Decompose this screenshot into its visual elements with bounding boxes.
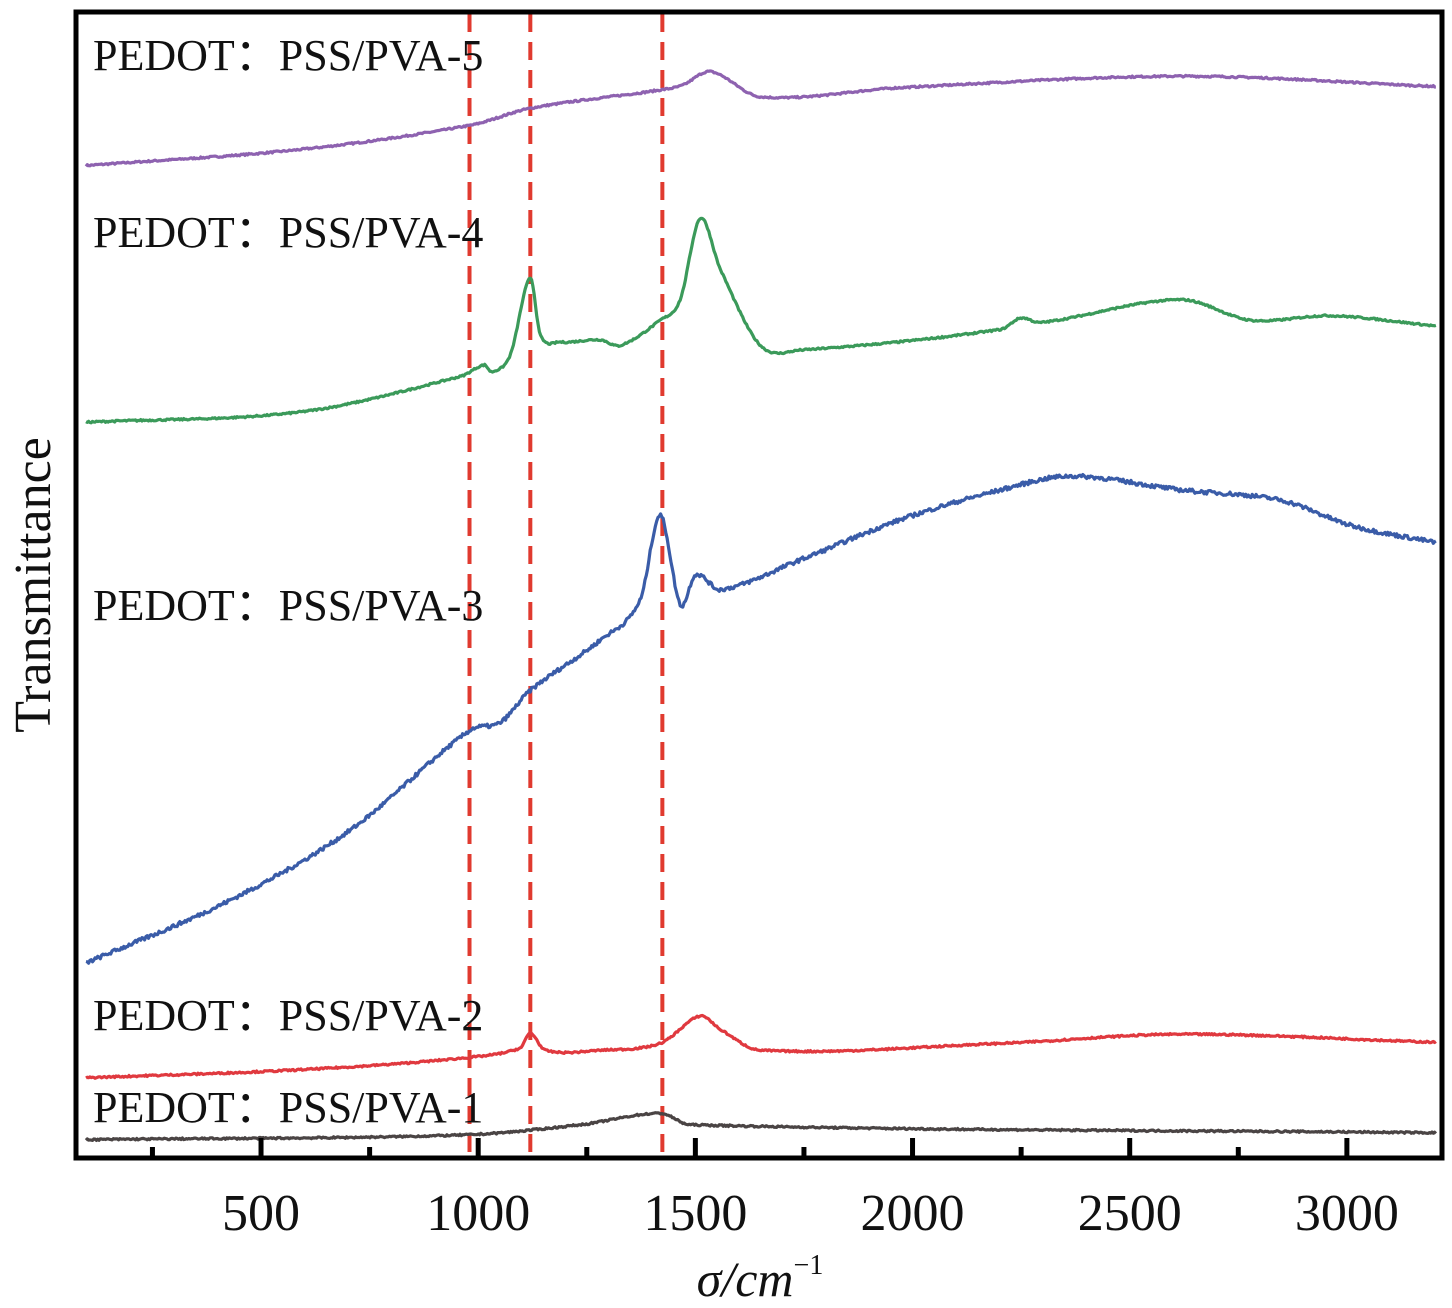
series-labels: PEDOT：PSS/PVA-5 PEDOT：PSS/PVA-4 PEDOT：PSS/… (93, 31, 483, 1132)
series-line-3 (85, 472, 1437, 965)
series-line-5 (84, 69, 1437, 168)
x-axis-label-exponent: −1 (794, 1250, 824, 1281)
series-label-5: PEDOT：PSS/PVA-5 (93, 31, 483, 80)
series-line-2 (85, 1013, 1437, 1080)
x-tick-label: 1000 (426, 1185, 530, 1242)
x-tick-label: 500 (222, 1185, 300, 1242)
x-tick-label: 2500 (1078, 1185, 1182, 1242)
series-line-4 (85, 216, 1437, 425)
series-label-2: PEDOT：PSS/PVA-2 (93, 991, 483, 1040)
series-label-3: PEDOT：PSS/PVA-3 (93, 581, 483, 630)
x-tick-label: 3000 (1295, 1185, 1399, 1242)
x-tick-labels: 500 1000 1500 2000 2500 3000 (222, 1185, 1399, 1242)
series-label-1: PEDOT：PSS/PVA-1 (93, 1083, 483, 1132)
x-ticks (149, 1138, 1350, 1158)
series-group (84, 69, 1438, 1142)
x-axis-label: σ/cm−1 (697, 1250, 824, 1307)
y-axis-label: Transmittance (5, 437, 62, 733)
series-label-4: PEDOT：PSS/PVA-4 (93, 208, 483, 257)
x-axis-label-text: σ/cm (697, 1251, 794, 1307)
x-tick-label: 1500 (643, 1185, 747, 1242)
series-line-1 (84, 1111, 1438, 1142)
plot-frame (73, 9, 1445, 1161)
reference-lines (467, 14, 665, 1158)
x-tick-label: 2000 (861, 1185, 965, 1242)
